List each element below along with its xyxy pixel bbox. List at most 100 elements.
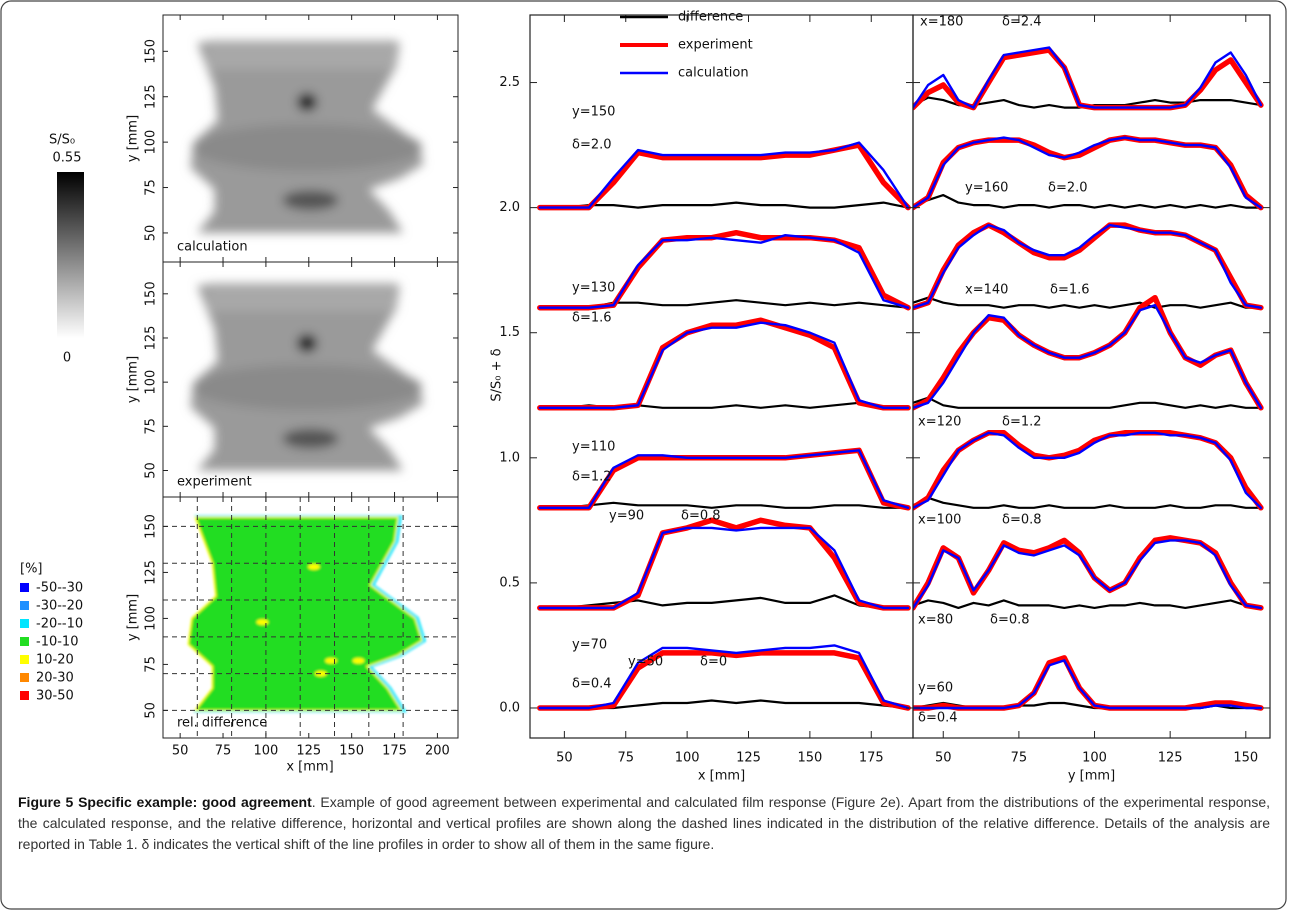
profile-label: y=110: [572, 440, 615, 455]
x-axis-label: x [mm]: [286, 760, 333, 775]
profile-label: x=120: [918, 415, 961, 430]
y-tick-label: 150: [144, 39, 159, 64]
difference-line: [538, 594, 910, 609]
difference-map: [187, 515, 427, 713]
panel-label: experiment: [177, 475, 252, 490]
profile-label: y=90: [609, 509, 644, 524]
profile-label: y=50: [628, 655, 663, 670]
profile-label: y=130: [572, 281, 615, 296]
response-spot: [282, 428, 339, 449]
experiment-line: [537, 229, 911, 311]
x-tick-label: 150: [1233, 751, 1258, 766]
x-tick-label: 50: [935, 751, 952, 766]
legend-swatch: [20, 601, 29, 610]
y-tick-label: 75: [144, 179, 159, 196]
plot-area: [913, 46, 1264, 711]
y-axis-label: S/S₀ + δ: [490, 348, 505, 401]
experiment-line: [913, 294, 1264, 411]
response-lens: [192, 364, 422, 411]
colorbar: [57, 172, 84, 338]
difference-line: [913, 396, 1262, 409]
shift-label: δ=1.6: [1050, 283, 1090, 298]
response-band: [207, 283, 397, 312]
legend-swatch: [20, 583, 29, 592]
profile-label: x=80: [918, 613, 953, 628]
shift-label: δ=2.0: [1048, 181, 1088, 196]
shift-label: δ=1.2: [1002, 415, 1042, 430]
shift-label: δ=0.8: [681, 509, 721, 524]
difference-spot: [307, 563, 320, 570]
x-tick-label: 100: [253, 744, 278, 759]
shift-label: δ=0.4: [572, 677, 612, 692]
x-axis-label: x [mm]: [698, 769, 745, 784]
y-tick-label: 100: [144, 606, 159, 631]
y-tick-label: 0.0: [499, 700, 520, 715]
profile-label: y=60: [918, 681, 953, 696]
calculation-line: [538, 644, 910, 710]
y-tick-label: 125: [144, 84, 159, 109]
y-tick-label: 50: [144, 225, 159, 242]
x-tick-label: 75: [617, 751, 634, 766]
x-tick-label: 125: [736, 751, 761, 766]
shift-label: δ=0: [700, 655, 727, 670]
image-blur: [190, 40, 424, 233]
calculation-line: [538, 141, 910, 209]
colorbar-tick-label: 0.55: [53, 151, 82, 166]
response-band: [207, 40, 397, 70]
plot-frame: [529, 14, 914, 739]
plot-frame: [912, 14, 1271, 739]
y-tick-label: 125: [144, 560, 159, 585]
calculation-line: [538, 321, 910, 409]
difference-line: [913, 296, 1262, 309]
shift-label: δ=2.0: [572, 138, 612, 153]
difference-line: [538, 201, 910, 209]
legend-swatch: [20, 673, 29, 682]
response-lens: [192, 123, 422, 172]
legend-label: 20-30: [36, 671, 74, 686]
legend-label: experiment: [678, 38, 753, 53]
legend-swatch: [20, 655, 29, 664]
image-blur: [190, 283, 424, 471]
y-tick-label: 1.0: [499, 450, 520, 465]
y-tick-label: 2.0: [499, 200, 520, 215]
legend-label: calculation: [678, 66, 749, 81]
calculation-line: [538, 234, 910, 309]
y-tick-label: 100: [144, 130, 159, 155]
calculation-line: [913, 46, 1263, 109]
legend-label: -10-10: [36, 635, 78, 650]
y-axis-label: y [mm]: [126, 594, 141, 641]
x-tick-label: 100: [675, 751, 700, 766]
difference-area: [187, 516, 423, 712]
x-tick-label: 150: [339, 744, 364, 759]
y-tick-label: 100: [144, 370, 159, 395]
profile-label: y=150: [572, 105, 615, 120]
shift-label: δ=2.4: [1002, 15, 1042, 30]
legend-label: 10-20: [36, 653, 74, 668]
calculation-line: [913, 223, 1263, 309]
experiment-line: [913, 47, 1264, 111]
experiment-line: [913, 655, 1264, 711]
x-tick-label: 125: [296, 744, 321, 759]
y-tick-label: 75: [144, 656, 159, 673]
x-tick-label: 175: [382, 744, 407, 759]
legend-swatch: [20, 691, 29, 700]
legend-title: [%]: [20, 562, 43, 577]
difference-spot: [352, 657, 365, 664]
x-tick-label: 75: [215, 744, 232, 759]
y-tick-label: 2.5: [499, 75, 520, 90]
y-tick-label: 0.5: [499, 575, 520, 590]
calculation-line: [913, 431, 1263, 509]
y-axis-label: y [mm]: [126, 356, 141, 403]
response-spot: [297, 334, 318, 353]
y-tick-label: 150: [144, 514, 159, 539]
shift-label: δ=1.6: [572, 311, 612, 326]
panel-label: rel. difference: [177, 716, 267, 731]
y-tick-label: 75: [144, 418, 159, 435]
panel-frame: [162, 496, 459, 739]
x-axis-label: y [mm]: [1068, 769, 1115, 784]
difference-line: [913, 599, 1262, 609]
x-tick-label: 125: [1158, 751, 1183, 766]
legend-swatch: [20, 637, 29, 646]
